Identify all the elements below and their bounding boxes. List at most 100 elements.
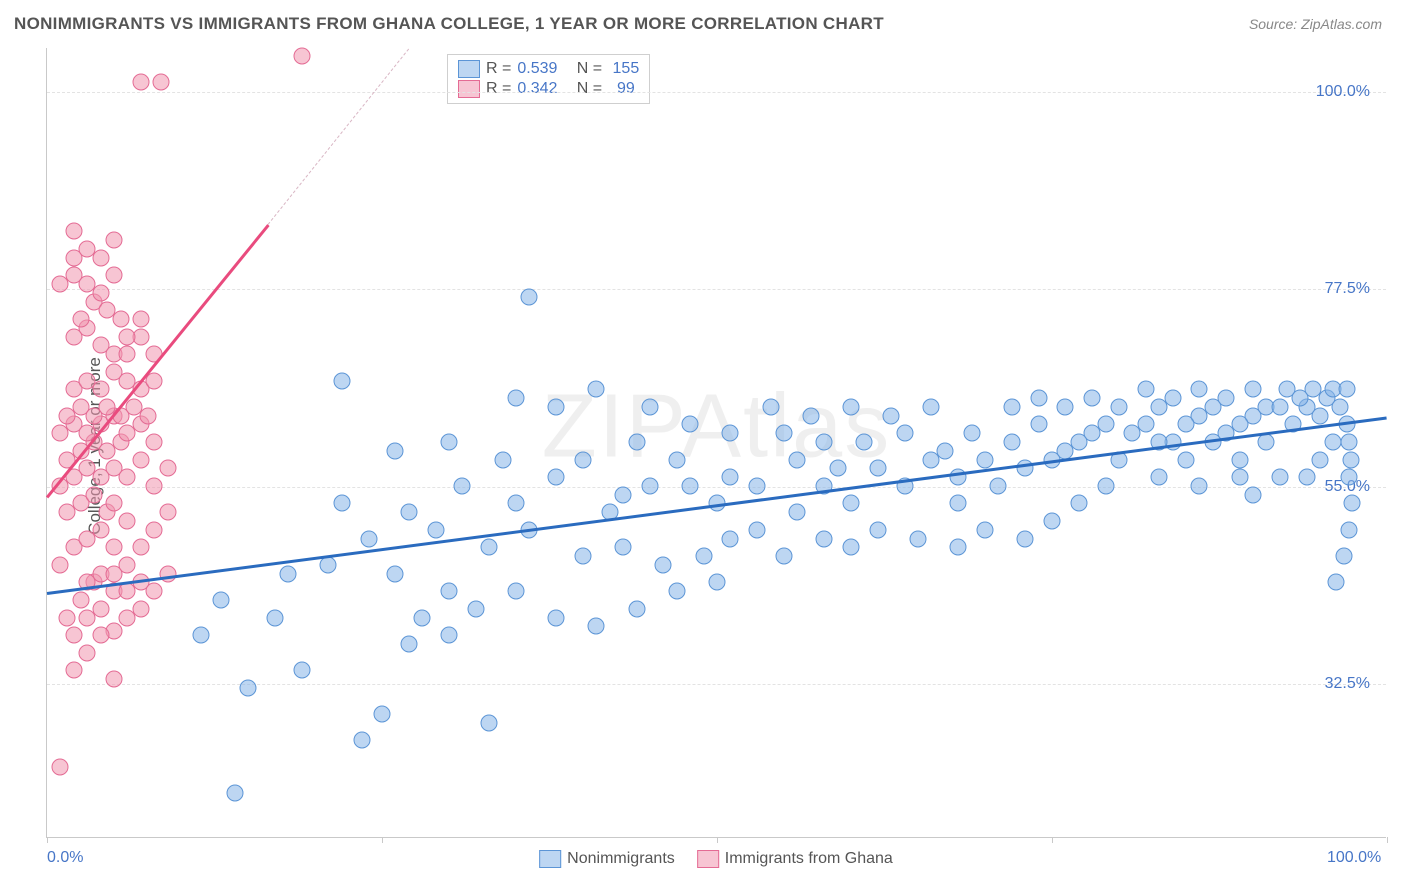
data-point	[146, 583, 163, 600]
data-point	[709, 574, 726, 591]
data-point	[240, 679, 257, 696]
data-point	[481, 539, 498, 556]
x-tick-mark	[382, 837, 383, 843]
data-point	[387, 565, 404, 582]
source-attribution: Source: ZipAtlas.com	[1249, 16, 1382, 32]
legend-n-label: N =	[563, 60, 606, 78]
legend-r-label: R =	[486, 60, 511, 78]
data-point	[776, 425, 793, 442]
data-point	[695, 548, 712, 565]
data-point	[52, 556, 69, 573]
data-point	[106, 671, 123, 688]
data-point	[441, 434, 458, 451]
data-point	[682, 477, 699, 494]
data-point	[856, 434, 873, 451]
data-point	[65, 328, 82, 345]
data-point	[353, 732, 370, 749]
data-point	[936, 442, 953, 459]
data-point	[132, 74, 149, 91]
data-point	[575, 451, 592, 468]
data-point	[1325, 434, 1342, 451]
data-point	[441, 627, 458, 644]
data-point	[119, 328, 136, 345]
data-point	[668, 451, 685, 468]
data-point	[106, 539, 123, 556]
data-point	[883, 407, 900, 424]
data-point	[1057, 398, 1074, 415]
data-point	[119, 513, 136, 530]
data-point	[1030, 416, 1047, 433]
data-point	[789, 504, 806, 521]
data-point	[159, 460, 176, 477]
data-point	[521, 289, 538, 306]
data-point	[816, 434, 833, 451]
gridline	[47, 92, 1386, 93]
gridline	[47, 487, 1386, 488]
legend-n-value: 99	[613, 80, 635, 98]
legend-item: Immigrants from Ghana	[697, 850, 893, 868]
data-point	[1245, 381, 1262, 398]
data-point	[1344, 495, 1361, 512]
data-point	[668, 583, 685, 600]
data-point	[1341, 521, 1358, 538]
data-point	[400, 635, 417, 652]
data-point	[1084, 390, 1101, 407]
data-point	[106, 565, 123, 582]
data-point	[119, 346, 136, 363]
data-point	[1070, 495, 1087, 512]
data-point	[1312, 407, 1329, 424]
data-point	[132, 600, 149, 617]
data-point	[923, 398, 940, 415]
data-point	[990, 477, 1007, 494]
data-point	[588, 618, 605, 635]
data-point	[789, 451, 806, 468]
y-tick-label: 32.5%	[1325, 675, 1370, 693]
data-point	[293, 47, 310, 64]
data-point	[977, 451, 994, 468]
data-point	[1017, 530, 1034, 547]
legend-r-label: R =	[486, 80, 511, 98]
legend-swatch	[458, 60, 480, 78]
data-point	[65, 223, 82, 240]
x-tick-mark	[47, 837, 48, 843]
data-point	[112, 311, 129, 328]
data-point	[454, 477, 471, 494]
legend-r-value: 0.539	[517, 60, 557, 78]
data-point	[119, 583, 136, 600]
data-point	[843, 398, 860, 415]
legend-swatch	[539, 850, 561, 868]
data-point	[139, 407, 156, 424]
data-point	[1097, 477, 1114, 494]
data-point	[1298, 469, 1315, 486]
trend-line	[47, 417, 1387, 595]
data-point	[1338, 381, 1355, 398]
x-tick-label: 100.0%	[1327, 849, 1381, 867]
data-point	[494, 451, 511, 468]
data-point	[1336, 548, 1353, 565]
data-point	[508, 495, 525, 512]
data-point	[333, 495, 350, 512]
data-point	[106, 495, 123, 512]
data-point	[92, 381, 109, 398]
data-point	[749, 521, 766, 538]
data-point	[1191, 381, 1208, 398]
trend-line	[268, 48, 409, 224]
data-point	[762, 398, 779, 415]
data-point	[400, 504, 417, 521]
data-point	[1111, 398, 1128, 415]
data-point	[869, 460, 886, 477]
gridline	[47, 289, 1386, 290]
plot-region: ZIPAtlas R = 0.539 N = 155R = 0.342 N = …	[46, 48, 1386, 838]
legend-stat-row: R = 0.539 N = 155	[458, 59, 639, 79]
data-point	[722, 425, 739, 442]
data-point	[749, 477, 766, 494]
data-point	[588, 381, 605, 398]
data-point	[896, 425, 913, 442]
data-point	[1328, 574, 1345, 591]
data-point	[92, 284, 109, 301]
data-point	[1003, 434, 1020, 451]
data-point	[548, 609, 565, 626]
data-point	[92, 627, 109, 644]
data-point	[1342, 451, 1359, 468]
data-point	[1341, 469, 1358, 486]
